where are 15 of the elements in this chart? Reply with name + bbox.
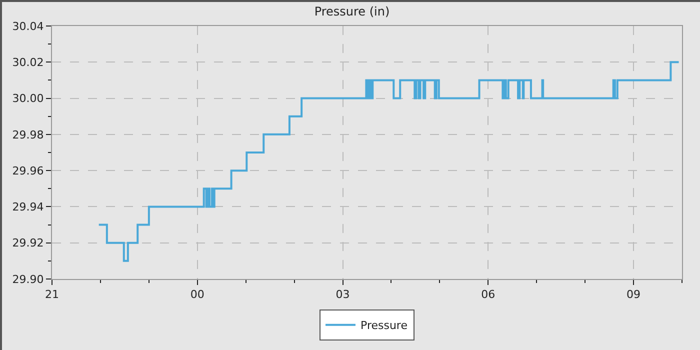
y-tick-label: 29.98 [12, 128, 44, 142]
y-tick-label: 29.94 [12, 200, 44, 214]
x-tick-label: 03 [336, 288, 350, 302]
y-tick-label: 29.96 [12, 164, 44, 178]
x-tick-label: 09 [626, 288, 641, 302]
y-tick-label: 30.00 [12, 92, 44, 106]
y-tick-label: 30.04 [12, 20, 44, 33]
x-tick-label: 06 [481, 288, 496, 302]
x-tick-label: 21 [45, 288, 59, 302]
chart-title: Pressure (in) [314, 4, 390, 19]
y-tick-label: 29.90 [12, 272, 44, 286]
y-tick-label: 30.02 [12, 56, 44, 69]
legend-label: Pressure [360, 319, 408, 332]
x-tick-label: 00 [190, 288, 204, 302]
y-tick-label: 29.92 [12, 236, 44, 250]
